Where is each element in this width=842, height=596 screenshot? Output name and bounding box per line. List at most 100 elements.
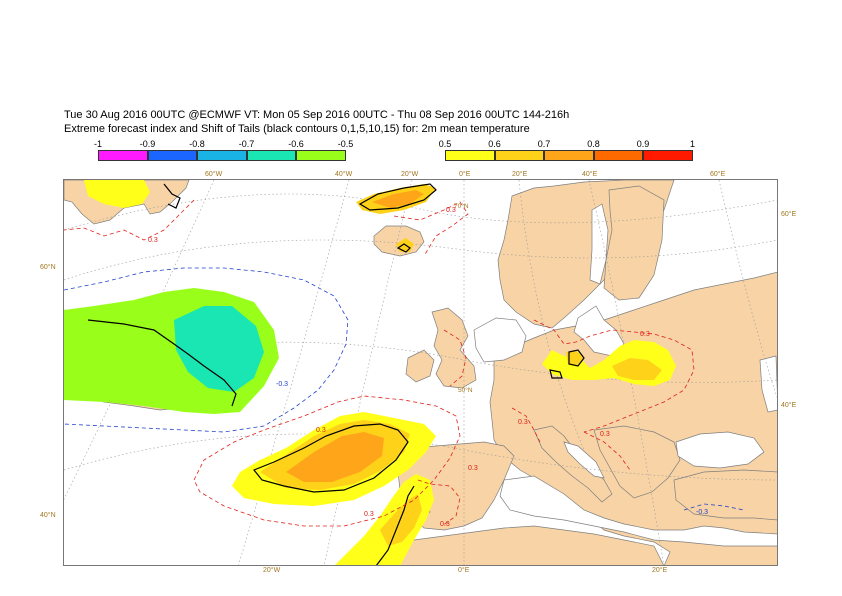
efi-shade-0.5-iberia xyxy=(334,474,434,566)
colorbar-positive-label: 0.5 xyxy=(438,139,452,149)
lon-label-top: 40°E xyxy=(582,171,598,178)
sot-contour xyxy=(253,423,409,493)
lon-label-top: 0°E xyxy=(459,171,471,178)
colorbar-positive-label: 1 xyxy=(689,139,696,149)
meridian-line xyxy=(237,180,350,566)
sea-caspian xyxy=(759,355,778,413)
sot-contour xyxy=(375,485,415,566)
lon-label-top: 20°E xyxy=(512,171,528,178)
colorbar-negative-label: -1 xyxy=(93,139,103,149)
contour-labels: 0.3 0.3 0.3 0.3 0.3 0.3 0.3 0.3 0.3 -0.3… xyxy=(148,207,708,528)
sot-contour xyxy=(163,183,181,209)
colorbar-negative-segment xyxy=(197,150,247,161)
lon-label-bottom: 0°E xyxy=(458,567,470,574)
colorbar-positive-label: 0.8 xyxy=(587,139,600,149)
sea-adriatic xyxy=(563,441,605,479)
contour-label: 0.3 xyxy=(600,431,610,438)
contour-label: 0.3 xyxy=(364,511,374,518)
red-dashed-contour xyxy=(443,329,467,387)
parallel-line xyxy=(64,193,778,231)
contour-label: 0.3 xyxy=(148,237,158,244)
lon-label-top: 20°W xyxy=(401,171,419,178)
meridian-line xyxy=(518,180,585,451)
colorbar-negative-segment xyxy=(246,150,296,161)
sot-contour xyxy=(549,369,563,379)
colorbar-negative-label: -0.8 xyxy=(189,139,205,149)
red-dashed-contour xyxy=(64,199,195,241)
sot-contour xyxy=(358,183,437,211)
land-ireland xyxy=(405,349,435,383)
efi-shade-0.6-central-europe xyxy=(612,358,662,380)
sea-black-sea xyxy=(675,431,765,469)
lat-label-left: 40°N xyxy=(40,512,56,519)
efi-minus-0.3-contours xyxy=(64,267,745,511)
sot-contour xyxy=(568,349,585,367)
meridian-line xyxy=(323,180,413,566)
sea-north-sea xyxy=(473,317,527,363)
colorbar-negative-segment xyxy=(296,150,346,161)
meridian-line xyxy=(718,180,778,401)
sot-contour xyxy=(396,243,411,253)
colorbar-positive-segment xyxy=(643,150,693,161)
red-dashed-contour xyxy=(193,395,461,527)
map-svg: 0.3 0.3 0.3 0.3 0.3 0.3 0.3 0.3 0.3 -0.3… xyxy=(64,180,778,566)
efi-shade-0.6-bohemia xyxy=(566,350,584,366)
map-panel: 0.3 0.3 0.3 0.3 0.3 0.3 0.3 0.3 0.3 -0.3… xyxy=(64,180,778,566)
sot-contour xyxy=(87,319,237,407)
efi-shade-0.6-iberia xyxy=(380,494,422,546)
red-dashed-contour xyxy=(533,319,695,433)
colorbar-positive-label: 0.7 xyxy=(537,139,551,149)
inner-lat-label: 70°N xyxy=(454,202,469,210)
colorbar-positive-segment xyxy=(544,150,594,161)
sea-gulf-of-bothnia xyxy=(589,203,609,285)
lat-label-left: 60°N xyxy=(40,264,56,271)
lat-label-right: 40°E xyxy=(781,402,797,409)
efi-0.3-contours xyxy=(64,199,695,527)
blue-dashed-contour xyxy=(64,267,349,433)
colorbar-positive-label: 0.6 xyxy=(488,139,501,149)
colorbar-positive-segment xyxy=(593,150,643,161)
inner-geo-labels: 70°N 50°N xyxy=(454,202,473,394)
lat-label-right: 60°E xyxy=(781,211,797,218)
contour-label: 0.3 xyxy=(446,207,456,214)
land-italy xyxy=(533,425,613,503)
lon-label-top: 40°W xyxy=(335,171,353,178)
contour-label: 0.3 xyxy=(316,427,326,434)
colorbar-positive-segment xyxy=(494,150,544,161)
colorbar-negative-label: -0.7 xyxy=(238,139,255,149)
red-dashed-contour xyxy=(417,479,461,527)
map-title-line-2: Extreme forecast index and Shift of Tail… xyxy=(64,123,530,135)
red-dashed-contour xyxy=(393,201,469,257)
inner-lat-label: 50°N xyxy=(458,386,473,394)
colorbar-negative-segment xyxy=(147,150,197,161)
contour-label: 0.3 xyxy=(468,465,478,472)
lon-label-bottom: 20°W xyxy=(263,567,281,574)
colorbar-positive-label: 0.9 xyxy=(636,139,650,149)
efi-shade-0.7-north-iceland xyxy=(372,190,424,208)
map-title-line-1: Tue 30 Aug 2016 00UTC @ECMWF VT: Mon 05 … xyxy=(64,109,570,121)
colorbar-positive-segment xyxy=(445,150,495,161)
lon-label-top: 60°E xyxy=(710,171,726,178)
efi-shade-0.7 xyxy=(286,432,384,482)
sot-contours xyxy=(87,183,585,566)
parallel-line xyxy=(64,341,778,383)
lon-label-top: 60°W xyxy=(205,171,223,178)
efi-negative-area xyxy=(64,288,279,414)
sea-mediterranean xyxy=(499,475,778,547)
efi-shade-minus-0.6 xyxy=(174,306,264,392)
lon-label-bottom: 20°E xyxy=(652,567,668,574)
efi-shade-0.5-greenland xyxy=(84,180,150,208)
red-dashed-contour xyxy=(583,431,631,471)
contour-label: 0.3 xyxy=(518,419,528,426)
contour-label: -0.3 xyxy=(696,509,708,516)
contour-label: 0.3 xyxy=(640,331,650,338)
red-dashed-contour xyxy=(511,407,541,443)
colorbar-negative-label: -0.5 xyxy=(337,139,354,149)
colorbar-negative-label: -0.9 xyxy=(139,139,156,149)
parallel-line xyxy=(64,239,778,281)
colorbar-negative-segment xyxy=(98,150,148,161)
land-turkey xyxy=(673,469,778,521)
colorbar-negative-label: -0.6 xyxy=(288,139,304,149)
contour-label: -0.3 xyxy=(276,381,288,388)
efi-positive-areas xyxy=(84,180,676,566)
